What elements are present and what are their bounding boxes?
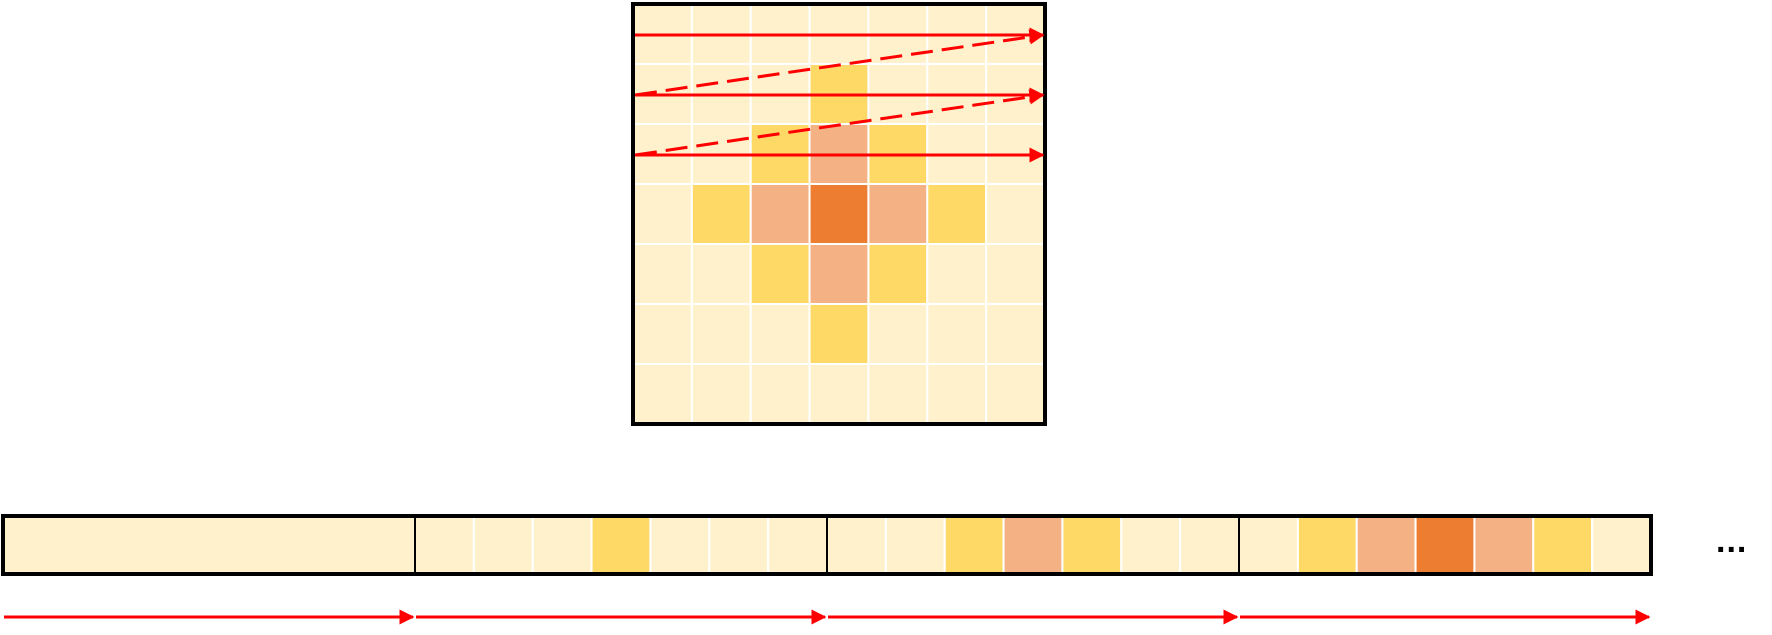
grid-cell <box>985 303 1047 365</box>
grid-cell <box>867 303 929 365</box>
grid-cell <box>632 303 693 365</box>
grid-cell <box>749 183 811 245</box>
sequence-cell <box>708 515 770 575</box>
sequence-cell <box>531 515 593 575</box>
sequence-border <box>1 514 1653 576</box>
grid-cell <box>690 363 752 425</box>
sequence-cell <box>1473 515 1535 575</box>
sequence-cell <box>1002 515 1064 575</box>
return-scan-arrow <box>634 29 1045 97</box>
grid-cell <box>926 243 988 305</box>
grid-cell <box>926 183 988 245</box>
sequence-cell <box>472 515 534 575</box>
image-grid <box>632 3 1047 425</box>
sequence-cell <box>1179 515 1240 575</box>
grid-cell <box>690 183 752 245</box>
grid-cell <box>632 243 693 305</box>
sequence-segment <box>1238 515 1652 575</box>
grid-cell <box>632 363 693 425</box>
grid-cell <box>749 303 811 365</box>
grid-cell <box>985 183 1047 245</box>
grid-cell <box>690 303 752 365</box>
grid-cell <box>867 363 929 425</box>
sequence-cell <box>826 515 887 575</box>
sequence-cell <box>1355 515 1417 575</box>
sequence-cell <box>649 515 711 575</box>
grid-cell <box>926 363 988 425</box>
grid-cell <box>926 303 988 365</box>
sequence-cell <box>1532 515 1594 575</box>
grid-cell <box>632 183 693 245</box>
grid-cell <box>985 363 1047 425</box>
return-scan-arrow <box>634 89 1045 157</box>
scan-path-arrows <box>634 27 1045 163</box>
grid-cell <box>808 183 870 245</box>
sequence-segment <box>826 515 1240 575</box>
sequence-continuation-ellipsis: ... <box>1716 522 1748 560</box>
sequence-cell <box>1591 515 1652 575</box>
sequence-cell <box>1238 515 1299 575</box>
sequence-cell <box>1296 515 1358 575</box>
grid-cell <box>749 243 811 305</box>
grid-cell <box>867 183 929 245</box>
grid-cell <box>808 363 870 425</box>
sequence-cell <box>884 515 946 575</box>
grid-cell <box>808 303 870 365</box>
grid-cell <box>985 243 1047 305</box>
sequence-cell <box>1061 515 1123 575</box>
sequence-cell <box>943 515 1005 575</box>
grid-cell <box>749 363 811 425</box>
sequence-cell <box>590 515 652 575</box>
grid-cell <box>808 243 870 305</box>
grid-cell <box>690 243 752 305</box>
sequence-segment <box>3 516 415 574</box>
sequence-cell <box>3 516 415 574</box>
sequence-cell <box>1414 515 1476 575</box>
image-grid-border <box>631 2 1047 426</box>
sequence-cell <box>1120 515 1182 575</box>
sequence-segment <box>414 515 829 575</box>
sequence-cell <box>414 515 475 575</box>
grid-cell <box>867 243 929 305</box>
sequence-cell <box>767 515 829 575</box>
flattened-sequence <box>1 514 1653 576</box>
